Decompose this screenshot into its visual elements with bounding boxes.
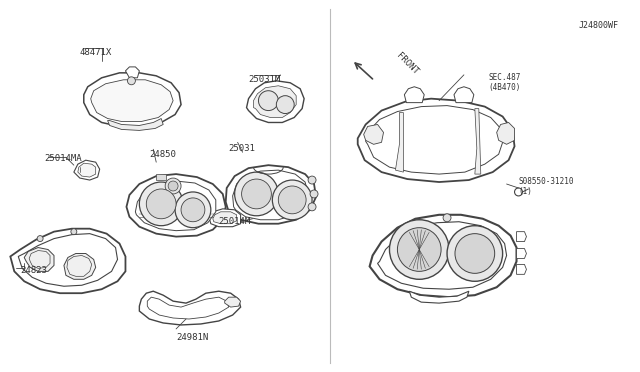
Polygon shape (140, 291, 241, 325)
Polygon shape (365, 106, 502, 174)
Polygon shape (475, 109, 481, 174)
Polygon shape (497, 122, 515, 144)
Polygon shape (516, 248, 527, 259)
Circle shape (455, 234, 495, 273)
Circle shape (397, 228, 441, 271)
Polygon shape (84, 73, 181, 126)
Text: S08550-31210
(1): S08550-31210 (1) (518, 177, 574, 196)
Polygon shape (10, 229, 125, 293)
Circle shape (308, 176, 316, 184)
Polygon shape (108, 119, 163, 131)
Polygon shape (364, 125, 383, 144)
Text: 25014MA: 25014MA (44, 154, 82, 163)
Polygon shape (19, 234, 118, 286)
Circle shape (259, 91, 278, 110)
Polygon shape (404, 87, 424, 103)
Circle shape (181, 198, 205, 222)
Circle shape (37, 235, 43, 241)
Polygon shape (136, 181, 216, 231)
Circle shape (310, 190, 318, 198)
Text: 24850: 24850 (149, 150, 176, 159)
Polygon shape (516, 264, 527, 274)
Circle shape (390, 220, 449, 279)
Polygon shape (225, 297, 241, 307)
Text: 25031: 25031 (228, 144, 255, 153)
Circle shape (165, 178, 181, 194)
Polygon shape (78, 163, 96, 177)
Text: SEC.487
(4B470): SEC.487 (4B470) (489, 73, 521, 92)
Text: FRONT: FRONT (394, 51, 420, 76)
Circle shape (168, 181, 178, 191)
Circle shape (147, 189, 176, 219)
Circle shape (308, 203, 316, 211)
Polygon shape (396, 113, 403, 172)
Circle shape (276, 96, 294, 113)
Circle shape (241, 179, 271, 209)
Circle shape (515, 188, 522, 196)
Circle shape (140, 182, 183, 226)
Polygon shape (24, 247, 54, 271)
Polygon shape (226, 165, 316, 224)
Polygon shape (213, 212, 237, 224)
Polygon shape (410, 291, 469, 303)
Circle shape (235, 172, 278, 216)
Circle shape (175, 192, 211, 228)
Polygon shape (74, 160, 100, 180)
Text: 24823: 24823 (20, 266, 47, 275)
Circle shape (278, 186, 306, 214)
Polygon shape (454, 87, 474, 103)
Text: 24981N: 24981N (176, 333, 209, 342)
Polygon shape (358, 99, 515, 182)
Circle shape (447, 226, 502, 281)
Circle shape (127, 77, 136, 85)
Polygon shape (64, 253, 96, 279)
Circle shape (443, 214, 451, 222)
Polygon shape (378, 222, 507, 289)
Polygon shape (156, 174, 166, 180)
Polygon shape (370, 215, 516, 297)
Polygon shape (91, 80, 173, 122)
Circle shape (71, 229, 77, 235)
Text: 25031M: 25031M (248, 75, 281, 84)
Polygon shape (127, 174, 226, 237)
Circle shape (273, 180, 312, 220)
Polygon shape (253, 86, 296, 118)
Polygon shape (233, 170, 308, 220)
Text: 48471X: 48471X (80, 48, 112, 57)
Polygon shape (125, 67, 140, 78)
Polygon shape (516, 232, 527, 241)
Polygon shape (209, 209, 241, 227)
Text: J24800WF: J24800WF (578, 21, 618, 30)
Text: 25014M: 25014M (219, 217, 251, 226)
Polygon shape (246, 81, 304, 122)
